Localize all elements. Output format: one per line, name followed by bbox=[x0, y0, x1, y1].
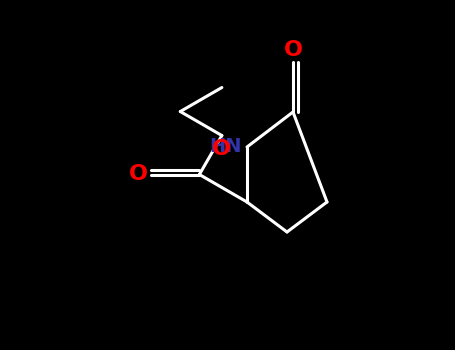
Text: O: O bbox=[212, 139, 232, 159]
Text: HN: HN bbox=[209, 138, 242, 156]
Text: O: O bbox=[283, 40, 303, 60]
Text: O: O bbox=[129, 164, 148, 184]
